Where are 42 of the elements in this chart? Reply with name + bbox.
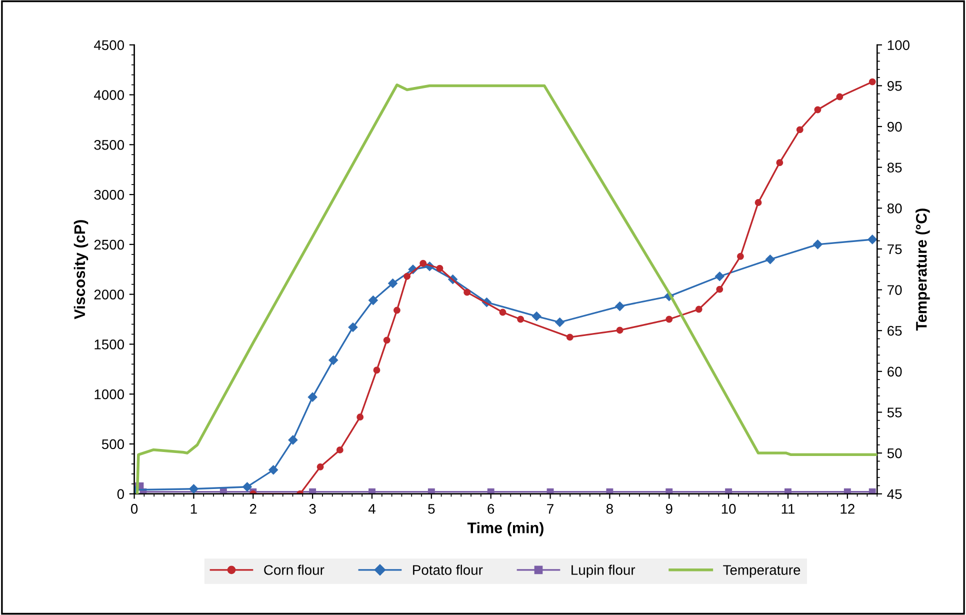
y2-tick-label: 60 (888, 366, 902, 377)
y2-tick-label: 55 (887, 408, 902, 418)
x-tick-label: 9 (666, 504, 672, 514)
y-tick-label: 500 (102, 439, 124, 450)
y-tick-label: 2500 (94, 240, 124, 250)
y2-tick-label: 45 (887, 489, 902, 500)
y-tick-label: 0 (117, 489, 124, 500)
legend-label: Temperature (723, 565, 800, 578)
x-tick-label: 10 (722, 504, 736, 514)
x-tick-label: 0 (130, 504, 138, 514)
y2-tick-label: 50 (887, 448, 902, 458)
y2-axis-title: Temperature (°C) (916, 208, 930, 331)
legend-label: Potato flour (413, 564, 483, 575)
y-tick-label: 3000 (94, 190, 124, 200)
x-tick-label: 12 (840, 504, 854, 514)
y-tick-label: 2000 (94, 290, 124, 300)
x-tick-label: 8 (606, 504, 613, 514)
x-tick-label: 6 (488, 504, 494, 514)
y-axis-title: Viscosity (cP) (74, 220, 88, 320)
x-tick-label: 4 (368, 504, 376, 514)
legend-label: Corn flour (264, 564, 324, 575)
y-tick-label: 4500 (94, 40, 124, 50)
y-tick-label: 3500 (94, 140, 124, 150)
y2-tick-label: 65 (888, 326, 902, 336)
y-tick-label: 4000 (94, 90, 124, 100)
y-tick-label: 1500 (94, 340, 124, 350)
y2-tick-label: 90 (888, 122, 902, 132)
x-tick-label: 1 (190, 504, 197, 514)
y2-tick-label: 100 (888, 40, 910, 50)
x-tick-label: 7 (547, 504, 554, 514)
x-tick-label: 11 (782, 504, 795, 514)
y2-tick-label: 75 (888, 244, 902, 254)
x-axis-title: Time (min) (467, 522, 544, 536)
y2-tick-label: 80 (887, 203, 902, 214)
y-tick-label: 1000 (94, 389, 124, 400)
y2-tick-label: 95 (888, 81, 902, 91)
y2-tick-label: 70 (888, 285, 902, 295)
x-tick-label: 5 (428, 504, 435, 514)
y2-tick-label: 85 (887, 162, 902, 173)
x-tick-label: 3 (309, 504, 316, 514)
x-tick-label: 2 (250, 504, 256, 514)
legend-label: Lupin flour (572, 564, 636, 578)
